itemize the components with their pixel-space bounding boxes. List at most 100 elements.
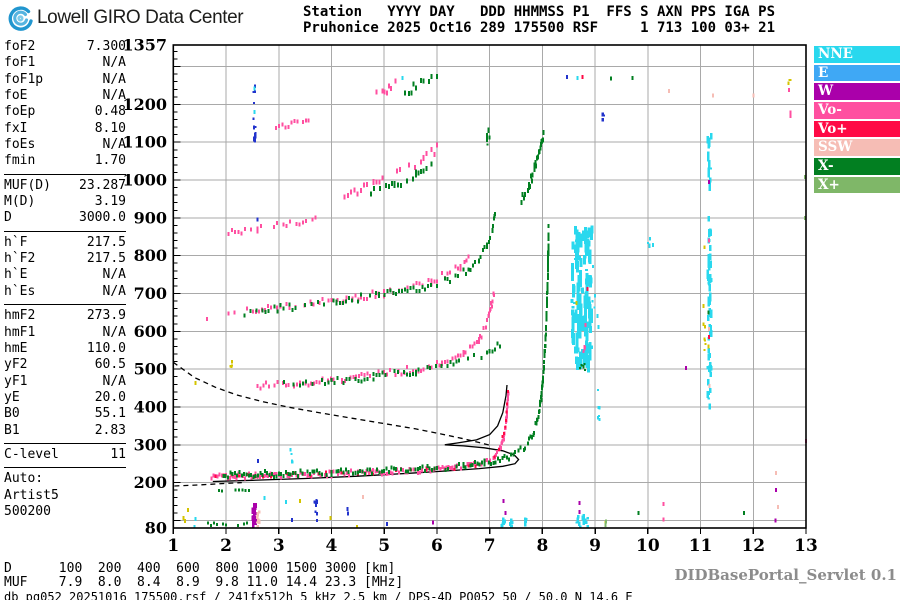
param-row: h`E N/A xyxy=(4,267,126,283)
param-row: foEs N/A xyxy=(4,137,126,153)
param-value: 55.1 xyxy=(94,406,126,422)
svg-text:800: 800 xyxy=(134,246,167,265)
svg-text:8: 8 xyxy=(536,536,548,556)
param-label: foEs xyxy=(4,137,36,153)
param-label: hmF2 xyxy=(4,308,36,324)
param-label: Auto: xyxy=(4,471,44,487)
legend-item-Vo-: Vo- xyxy=(814,102,900,119)
param-row: foEp 0.48 xyxy=(4,104,126,120)
param-row: D 3000.0 xyxy=(4,210,126,226)
param-label: D xyxy=(4,210,12,226)
param-value: 8.10 xyxy=(94,120,126,136)
param-value: 60.5 xyxy=(94,357,126,373)
param-label: B0 xyxy=(4,406,20,422)
param-label: foF1p xyxy=(4,71,44,87)
muf-table: D 100 200 400 600 800 1000 1500 3000 [km… xyxy=(4,562,403,590)
param-divider xyxy=(4,467,126,469)
param-row: hmF1 N/A xyxy=(4,325,126,341)
param-row: h`F 217.5 xyxy=(4,235,126,251)
svg-text:13: 13 xyxy=(794,536,818,556)
legend-item-Vo+: Vo+ xyxy=(814,120,900,138)
svg-text:700: 700 xyxy=(134,284,167,303)
param-label: hmE xyxy=(4,340,28,356)
param-value: N/A xyxy=(102,137,126,153)
svg-text:80: 80 xyxy=(145,519,167,538)
parameter-panel: foF2 7.300 foF1 N/A foF1p N/A foE N/A foEp 0.48 fx… xyxy=(4,39,126,520)
param-label: foEp xyxy=(4,104,36,120)
param-value: N/A xyxy=(102,324,126,340)
param-value: 3.19 xyxy=(94,194,126,210)
param-row: 500200 xyxy=(4,504,126,520)
svg-text:300: 300 xyxy=(134,435,167,454)
param-label: fmin xyxy=(4,153,36,169)
servlet-version: DIDBasePortal_Servlet 0.1 xyxy=(674,566,897,584)
param-value: 11 xyxy=(110,446,126,462)
param-label: foF2 xyxy=(4,39,36,54)
param-value: N/A xyxy=(102,71,126,87)
param-value: 3000.0 xyxy=(79,210,126,226)
param-row: h`F2 217.5 xyxy=(4,251,126,267)
param-row: B1 2.83 xyxy=(4,423,126,439)
param-value: N/A xyxy=(102,267,126,283)
param-row: foF1 N/A xyxy=(4,55,126,71)
svg-text:10: 10 xyxy=(636,536,660,556)
param-label: M(D) xyxy=(4,194,36,210)
param-divider xyxy=(4,230,126,232)
svg-text:9: 9 xyxy=(589,536,601,556)
param-row: M(D) 3.19 xyxy=(4,194,126,210)
param-row: hmE 110.0 xyxy=(4,341,126,357)
legend-item-E: E xyxy=(814,64,900,82)
svg-text:1: 1 xyxy=(167,536,179,556)
param-row: Auto: xyxy=(4,471,126,487)
param-divider xyxy=(4,304,126,306)
param-value: N/A xyxy=(102,55,126,71)
param-label: yF1 xyxy=(4,373,28,389)
param-row: MUF(D) 23.287 xyxy=(4,178,126,194)
legend-item-NNE: NNE xyxy=(814,46,900,63)
param-label: h`F2 xyxy=(4,251,36,267)
legend-item-X+: X+ xyxy=(814,176,900,194)
param-label: fxI xyxy=(4,120,28,136)
giro-logo: Lowell GIRO Data Center xyxy=(8,5,244,31)
param-label: yE xyxy=(4,389,20,405)
param-label: h`E xyxy=(4,267,28,283)
param-value: 20.0 xyxy=(94,389,126,405)
param-divider xyxy=(4,442,126,444)
svg-text:11: 11 xyxy=(689,536,713,556)
param-value: N/A xyxy=(102,283,126,299)
param-label: C-level xyxy=(4,446,59,462)
svg-text:6: 6 xyxy=(431,536,443,556)
param-value: 110.0 xyxy=(86,340,126,356)
svg-text:1357: 1357 xyxy=(122,36,167,55)
param-value: 0.48 xyxy=(94,104,126,120)
station-header-values: Pruhonice 2025 Oct16 289 175500 RSF 1 71… xyxy=(303,19,776,36)
param-value: 23.287 xyxy=(79,177,126,193)
param-label: h`F xyxy=(4,234,28,250)
param-row: foF2 7.300 xyxy=(4,39,126,55)
param-row: fxI 8.10 xyxy=(4,121,126,137)
param-row: yF2 60.5 xyxy=(4,357,126,373)
param-row: hmF2 273.9 xyxy=(4,308,126,324)
legend-item-W: W xyxy=(814,83,900,100)
muf-line: MUF 7.9 8.0 8.4 8.9 9.8 11.0 14.4 23.3 [… xyxy=(4,574,404,590)
param-value: 1.70 xyxy=(94,153,126,169)
param-value: N/A xyxy=(102,88,126,104)
svg-text:2: 2 xyxy=(220,536,232,556)
svg-text:400: 400 xyxy=(134,397,167,416)
param-divider xyxy=(4,173,126,175)
svg-text:1100: 1100 xyxy=(122,133,167,152)
param-row: yF1 N/A xyxy=(4,374,126,390)
legend-item-X-: X- xyxy=(814,158,900,175)
param-row: C-level 11 xyxy=(4,447,126,463)
svg-text:5: 5 xyxy=(378,536,390,556)
logo-text: Lowell GIRO Data Center xyxy=(37,7,244,28)
param-value: 217.5 xyxy=(86,234,126,250)
svg-text:1000: 1000 xyxy=(122,171,167,190)
svg-text:7: 7 xyxy=(484,536,496,556)
legend-item-SSW: SSW xyxy=(814,139,900,157)
param-row: yE 20.0 xyxy=(4,390,126,406)
giro-wave-icon xyxy=(8,6,33,31)
svg-text:12: 12 xyxy=(741,536,765,556)
